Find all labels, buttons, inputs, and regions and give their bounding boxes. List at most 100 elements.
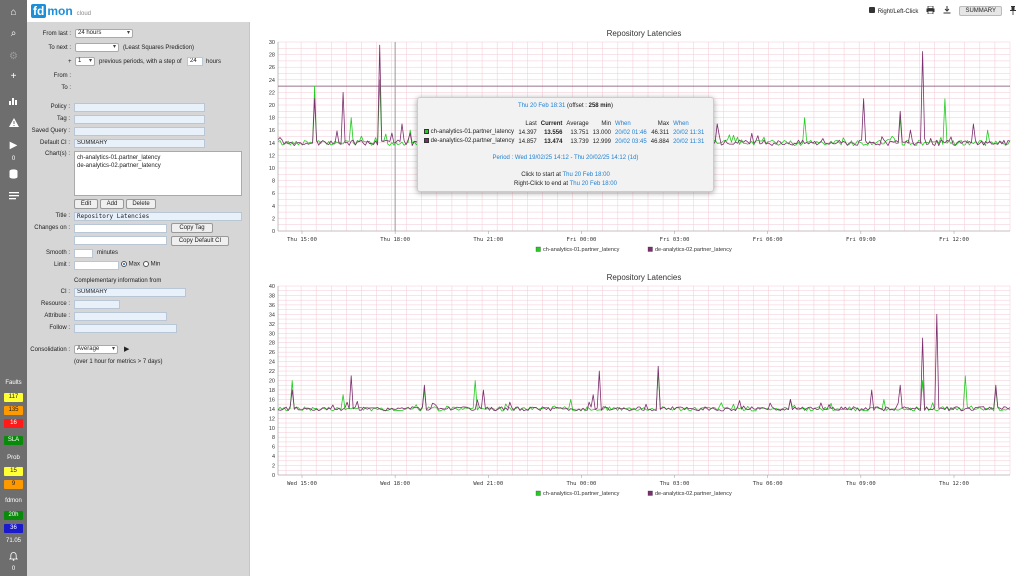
play-icon[interactable]: ▶ (9, 139, 18, 151)
bar-chart-icon[interactable] (0, 92, 27, 108)
series-name: de-analytics-02.partner_latency (430, 138, 515, 145)
limit-input[interactable] (74, 261, 119, 270)
plus-icon[interactable]: + (10, 70, 17, 82)
logo-cloud: cloud (76, 11, 92, 17)
y-tick-label: 0 (272, 473, 275, 479)
step-input[interactable]: 24 (187, 57, 203, 66)
right-left-click-label: Right/Left-Click (877, 9, 919, 15)
periods-select[interactable]: 1 (75, 57, 95, 66)
x-tick-label: Thu 00:00 (567, 481, 597, 487)
gear-icon[interactable]: ⚙ (9, 50, 18, 62)
header-right-tools: Right/Left-Click SUMMARY (868, 5, 1016, 17)
complementary-title: Complementary information from (74, 278, 162, 284)
faults-badge-orange[interactable]: 135 (4, 406, 23, 415)
legend-label: ch-analytics-01.partner_latency (543, 247, 620, 252)
radio-min[interactable] (143, 261, 149, 267)
step-unit: hours (206, 59, 222, 65)
pin-icon[interactable] (1010, 5, 1016, 17)
charts-listbox[interactable]: ch-analytics-01.partner_latency de-analy… (74, 151, 242, 196)
fdmon-badge-green[interactable]: 20h (4, 511, 23, 520)
y-tick-label: 2 (272, 464, 275, 470)
y-tick-label: 22 (269, 369, 275, 375)
chart-list-item[interactable]: de-analytics-02.partner_latency (77, 163, 161, 169)
faults-badge-yellow[interactable]: 117 (4, 393, 23, 402)
y-tick-label: 36 (269, 303, 275, 309)
saved-query-input[interactable] (74, 127, 205, 136)
limit-min-radio[interactable]: Min (143, 261, 160, 268)
title-input[interactable]: Repository Latencies (74, 212, 242, 221)
tooltip-col-header: When (673, 120, 689, 127)
play-consolidation-icon[interactable]: ▶ (124, 346, 130, 353)
follow-input[interactable] (74, 324, 177, 333)
y-tick-label: 32 (269, 322, 275, 328)
tooltip-col-header: Max (657, 120, 670, 127)
changes-on-input[interactable] (74, 224, 167, 233)
tooltip-series-name: ch-analytics-01.partner_latency (422, 128, 516, 137)
x-tick-label: Fri 12:00 (939, 237, 969, 243)
default-ci-input[interactable]: SUMMARY (74, 139, 205, 148)
resource-input[interactable] (74, 300, 120, 309)
warning-icon[interactable] (0, 114, 27, 130)
add-button[interactable]: Add (100, 199, 124, 209)
changes-on-input-2[interactable] (74, 236, 167, 245)
to-next-select[interactable] (75, 43, 119, 52)
ci-input[interactable]: SUMMARY (74, 288, 186, 297)
database-icon[interactable] (0, 166, 27, 182)
list-icon[interactable] (0, 188, 27, 204)
tooltip-min: 13.000 (592, 129, 612, 136)
min-label: Min (150, 261, 161, 268)
chart-title: Repository Latencies (607, 273, 682, 282)
smooth-input[interactable] (74, 249, 93, 258)
prob-badge-yellow[interactable]: 15 (4, 467, 23, 476)
tag-input[interactable] (74, 115, 205, 124)
search-icon[interactable]: ⌕ (10, 27, 17, 39)
legend-label: de-analytics-02.partner_latency (655, 491, 732, 496)
tooltip-col-header: Average (566, 120, 589, 127)
y-tick-label: 40 (269, 284, 275, 290)
from-last-select[interactable]: 24 hours (75, 29, 133, 38)
right-left-click-toggle[interactable]: Right/Left-Click (868, 7, 919, 15)
limit-max-radio[interactable]: Max (121, 261, 140, 268)
consolidation-select[interactable]: Average (74, 345, 118, 354)
y-tick-label: 26 (269, 65, 275, 71)
y-tick-label: 20 (269, 103, 275, 109)
fdmon-badge-blue[interactable]: 36 (4, 524, 23, 533)
legend-swatch (535, 490, 541, 496)
summary-button[interactable]: SUMMARY (959, 6, 1002, 16)
y-tick-label: 38 (269, 293, 275, 299)
prob-badge-orange[interactable]: 9 (4, 480, 23, 489)
sla-badge[interactable]: SLA (4, 436, 23, 445)
radio-max[interactable] (121, 261, 127, 267)
follow-label: Follow : (49, 325, 70, 331)
chart-list-item[interactable]: ch-analytics-01.partner_latency (77, 155, 161, 161)
y-tick-label: 8 (272, 435, 275, 441)
checkbox-icon (868, 7, 875, 13)
y-tick-label: 2 (272, 216, 275, 222)
title-label: Title : (55, 213, 70, 219)
tooltip-click-start: Click to start at Thu 20 Feb 18:00 (418, 172, 713, 178)
x-tick-label: Wed 21:00 (473, 481, 503, 487)
y-tick-label: 30 (269, 331, 275, 337)
latency-chart-bottom[interactable]: Repository Latencies02468101214161820222… (258, 268, 1020, 496)
policy-input[interactable] (74, 103, 205, 112)
copy-tag-button[interactable]: Copy Tag (171, 223, 213, 233)
copy-default-ci-button[interactable]: Copy Default CI (171, 236, 229, 246)
attribute-input[interactable] (74, 312, 167, 321)
faults-badge-red[interactable]: 16 (4, 419, 23, 428)
tooltip-right-click-end: Right-Click to end at Thu 20 Feb 18:00 (418, 181, 713, 187)
right-click-end-time: Thu 20 Feb 18:00 (569, 181, 617, 187)
bell-icon[interactable] (0, 550, 27, 562)
delete-button[interactable]: Delete (126, 199, 156, 209)
header: fd mon cloud Right/Left-Click SUMMARY (27, 0, 1024, 22)
print-icon[interactable] (926, 5, 935, 16)
tooltip-offset-prefix: (offset : (567, 103, 589, 109)
x-tick-label: Thu 03:00 (660, 481, 690, 487)
logo[interactable]: fd mon cloud (31, 4, 91, 18)
smooth-unit: minutes (97, 250, 119, 256)
download-icon[interactable] (943, 6, 951, 16)
edit-button[interactable]: Edit (74, 199, 98, 209)
x-tick-label: Thu 18:00 (380, 237, 410, 243)
home-icon[interactable]: ⌂ (10, 6, 17, 18)
default-ci-label: Default CI : (39, 140, 70, 146)
max-label: Max (128, 261, 141, 268)
